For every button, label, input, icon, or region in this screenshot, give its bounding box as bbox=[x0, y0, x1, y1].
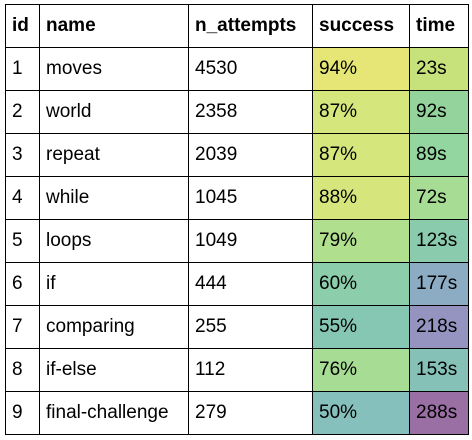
cell-success: 76% bbox=[312, 348, 410, 392]
table-row: 5 loops 1049 79% 123s bbox=[5, 219, 469, 263]
cell-id: 9 bbox=[5, 391, 40, 435]
cell-time: 177s bbox=[409, 262, 469, 306]
header-n-attempts: n_attempts bbox=[188, 4, 313, 48]
header-time: time bbox=[409, 4, 469, 48]
table-row: 1 moves 4530 94% 23s bbox=[5, 47, 469, 91]
cell-success: 55% bbox=[312, 305, 410, 349]
table-row: 3 repeat 2039 87% 89s bbox=[5, 133, 469, 177]
cell-id: 6 bbox=[5, 262, 40, 306]
cell-name: final-challenge bbox=[39, 391, 189, 435]
table-row: 4 while 1045 88% 72s bbox=[5, 176, 469, 220]
cell-n-attempts: 2039 bbox=[188, 133, 313, 177]
cell-time: 153s bbox=[409, 348, 469, 392]
cell-success: 88% bbox=[312, 176, 410, 220]
cell-n-attempts: 279 bbox=[188, 391, 313, 435]
cell-success: 87% bbox=[312, 133, 410, 177]
cell-n-attempts: 4530 bbox=[188, 47, 313, 91]
cell-id: 3 bbox=[5, 133, 40, 177]
cell-id: 2 bbox=[5, 90, 40, 134]
table-row: 9 final-challenge 279 50% 288s bbox=[5, 391, 469, 435]
cell-time: 123s bbox=[409, 219, 469, 263]
header-name: name bbox=[39, 4, 189, 48]
cell-time: 92s bbox=[409, 90, 469, 134]
cell-name: repeat bbox=[39, 133, 189, 177]
cell-n-attempts: 444 bbox=[188, 262, 313, 306]
cell-n-attempts: 112 bbox=[188, 348, 313, 392]
cell-id: 4 bbox=[5, 176, 40, 220]
cell-name: world bbox=[39, 90, 189, 134]
cell-name: while bbox=[39, 176, 189, 220]
cell-time: 218s bbox=[409, 305, 469, 349]
table-row: 2 world 2358 87% 92s bbox=[5, 90, 469, 134]
table-row: 7 comparing 255 55% 218s bbox=[5, 305, 469, 349]
cell-time: 89s bbox=[409, 133, 469, 177]
cell-name: comparing bbox=[39, 305, 189, 349]
header-id: id bbox=[5, 4, 40, 48]
header-row: id name n_attempts success time bbox=[5, 4, 469, 48]
cell-n-attempts: 1049 bbox=[188, 219, 313, 263]
cell-success: 94% bbox=[312, 47, 410, 91]
cell-success: 87% bbox=[312, 90, 410, 134]
cell-time: 72s bbox=[409, 176, 469, 220]
cell-n-attempts: 255 bbox=[188, 305, 313, 349]
cell-success: 50% bbox=[312, 391, 410, 435]
cell-id: 5 bbox=[5, 219, 40, 263]
cell-name: if-else bbox=[39, 348, 189, 392]
cell-id: 1 bbox=[5, 47, 40, 91]
cell-n-attempts: 1045 bbox=[188, 176, 313, 220]
cell-name: moves bbox=[39, 47, 189, 91]
table-row: 6 if 444 60% 177s bbox=[5, 262, 469, 306]
cell-success: 79% bbox=[312, 219, 410, 263]
table-row: 8 if-else 112 76% 153s bbox=[5, 348, 469, 392]
cell-id: 7 bbox=[5, 305, 40, 349]
cell-id: 8 bbox=[5, 348, 40, 392]
cell-name: if bbox=[39, 262, 189, 306]
stats-table: id name n_attempts success time 1 moves … bbox=[5, 4, 469, 435]
cell-time: 288s bbox=[409, 391, 469, 435]
cell-success: 60% bbox=[312, 262, 410, 306]
cell-time: 23s bbox=[409, 47, 469, 91]
cell-name: loops bbox=[39, 219, 189, 263]
header-success: success bbox=[312, 4, 410, 48]
cell-n-attempts: 2358 bbox=[188, 90, 313, 134]
